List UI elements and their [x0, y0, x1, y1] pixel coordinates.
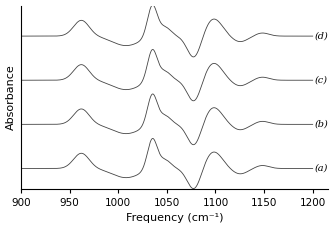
- Text: (d): (d): [314, 31, 328, 40]
- Text: (c): (c): [314, 75, 328, 85]
- Text: (b): (b): [314, 120, 328, 128]
- X-axis label: Frequency (cm⁻¹): Frequency (cm⁻¹): [126, 213, 223, 224]
- Y-axis label: Absorbance: Absorbance: [6, 64, 15, 130]
- Text: (a): (a): [314, 164, 328, 173]
